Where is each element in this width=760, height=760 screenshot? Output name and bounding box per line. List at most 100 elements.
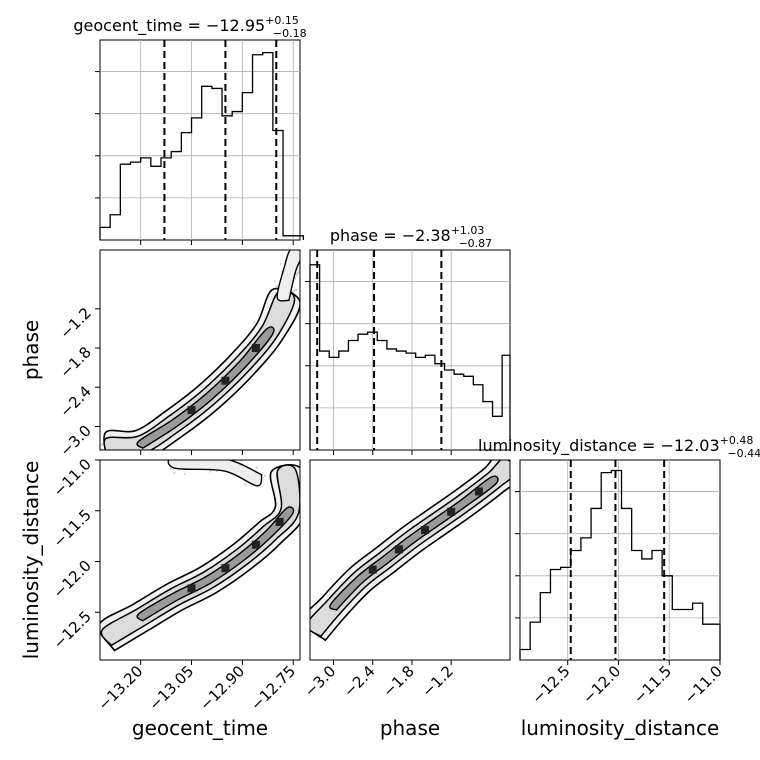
- scatter-point: [107, 451, 109, 453]
- xlabel-luminosity-distance: luminosity_distance: [521, 716, 720, 740]
- scatter-point: [106, 451, 108, 453]
- scatter-point: [199, 451, 201, 453]
- density-frame: [99, 459, 301, 661]
- scatter-point: [209, 455, 211, 457]
- density-core-cell: [187, 406, 196, 415]
- histogram-panel-luminosity_distance: [515, 459, 721, 661]
- xtick-label-geocent_time: −13.20: [95, 662, 147, 714]
- xtick-label-luminosity_distance: −12.0: [579, 662, 624, 707]
- density-core-cell: [447, 507, 456, 516]
- title-phase: phase = −2.38+1.03 −0.87: [330, 224, 492, 250]
- scatter-point: [295, 274, 299, 277]
- scatter-point: [191, 457, 193, 459]
- scatter-point: [512, 463, 514, 465]
- title-luminosity-distance-sup: +0.48: [720, 434, 754, 447]
- scatter-point: [114, 457, 116, 459]
- contour-level-inner: [136, 326, 275, 450]
- scatter-point: [293, 288, 297, 292]
- scatter-point: [297, 271, 300, 274]
- histogram-panel-geocent_time: [95, 39, 305, 241]
- density-content: [100, 244, 307, 459]
- density-core-cell: [394, 545, 403, 554]
- scatter-point: [110, 452, 112, 454]
- scatter-point: [179, 456, 181, 458]
- contour-level-mid: [100, 464, 300, 647]
- contour-level-inner: [136, 506, 295, 622]
- scatter-point: [135, 451, 137, 453]
- scatter-point: [510, 458, 512, 460]
- density-core-cell: [221, 564, 230, 573]
- title-geocent-time-sup: +0.15: [265, 14, 299, 27]
- scatter-point: [100, 443, 104, 446]
- scatter-point: [291, 290, 294, 293]
- scatter-point: [109, 452, 111, 454]
- scatter-point: [122, 455, 124, 457]
- scatter-point: [183, 472, 186, 476]
- title-phase-sub: −0.87: [458, 237, 492, 250]
- scatter-point: [300, 247, 302, 249]
- density-content: [100, 451, 300, 652]
- xlabel-phase: phase: [380, 716, 440, 740]
- contour-level-inner: [329, 475, 499, 611]
- density-core-cell: [421, 526, 430, 535]
- panels-layer: −13.20−13.05−12.90−12.75 −3.0 −2.4 −1.8 −1.2…: [50, 39, 726, 714]
- density-core-cell: [221, 376, 230, 385]
- density-core-cell: [251, 344, 260, 353]
- scatter-point: [295, 288, 298, 292]
- density-core-cell: [275, 517, 284, 526]
- scatter-point: [211, 457, 213, 459]
- scatter-point: [276, 284, 279, 288]
- scatter-point: [119, 452, 121, 454]
- scatter-point: [514, 463, 516, 465]
- xlabel-geocent-time: geocent_time: [132, 716, 268, 740]
- title-geocent-time-sub: −0.18: [273, 27, 307, 40]
- histogram-step: [309, 264, 511, 450]
- scatter-point: [209, 452, 211, 454]
- density-panel-geocent_time-phase: [99, 244, 307, 459]
- scatter-point: [189, 453, 191, 455]
- ylabel-luminosity-distance: luminosity_distance: [19, 461, 43, 660]
- xtick-label-phase: −2.4: [340, 662, 378, 700]
- scatter-point: [129, 452, 131, 454]
- scatter-point: [243, 483, 247, 486]
- contour-branch: [276, 250, 300, 302]
- scatter-point: [279, 262, 282, 266]
- histogram-frame: [99, 39, 301, 241]
- xtick-label-phase: −3.0: [301, 662, 339, 700]
- density-core-cell: [251, 540, 260, 549]
- ytick-label-phase: −3.0: [56, 422, 94, 460]
- scatter-point: [301, 244, 303, 246]
- density-panel-geocent_time-luminosity_distance: [99, 451, 301, 661]
- scatter-point: [209, 470, 212, 473]
- ytick-label-phase: −2.4: [56, 382, 94, 420]
- xtick-label-geocent_time: −12.75: [247, 662, 299, 714]
- ytick-label-phase: −1.8: [56, 343, 94, 381]
- title-luminosity-distance-sub: −0.44: [727, 447, 760, 460]
- scatter-point: [184, 451, 186, 453]
- contour-branch: [167, 460, 263, 487]
- scatter-point: [253, 321, 256, 324]
- scatter-point: [273, 280, 277, 283]
- scatter-point: [131, 455, 133, 457]
- histogram-frame: [519, 459, 721, 661]
- scatter-point: [104, 452, 106, 454]
- scatter-point: [114, 451, 116, 453]
- histogram-step: [519, 469, 721, 660]
- title-luminosity-distance: luminosity_distance = −12.03+0.48 −0.44: [478, 434, 760, 460]
- histogram-step: [99, 51, 305, 240]
- xtick-label-phase: −1.2: [419, 662, 457, 700]
- scatter-point: [169, 467, 172, 471]
- scatter-point: [188, 456, 190, 458]
- density-core-cell: [368, 565, 377, 574]
- scatter-point: [210, 456, 212, 458]
- scatter-point: [173, 471, 176, 475]
- xtick-label-luminosity_distance: −12.5: [528, 662, 573, 707]
- scatter-point: [122, 452, 124, 454]
- xtick-label-geocent_time: −13.05: [145, 662, 197, 714]
- xtick-label-luminosity_distance: −11.5: [630, 662, 675, 707]
- title-luminosity-distance-main: luminosity_distance = −12.03: [478, 436, 720, 456]
- ytick-label-luminosity_distance: −12.0: [50, 557, 95, 602]
- density-panel-phase-luminosity_distance: [309, 458, 516, 661]
- scatter-point: [305, 247, 307, 249]
- ytick-label-phase: −1.2: [56, 304, 94, 342]
